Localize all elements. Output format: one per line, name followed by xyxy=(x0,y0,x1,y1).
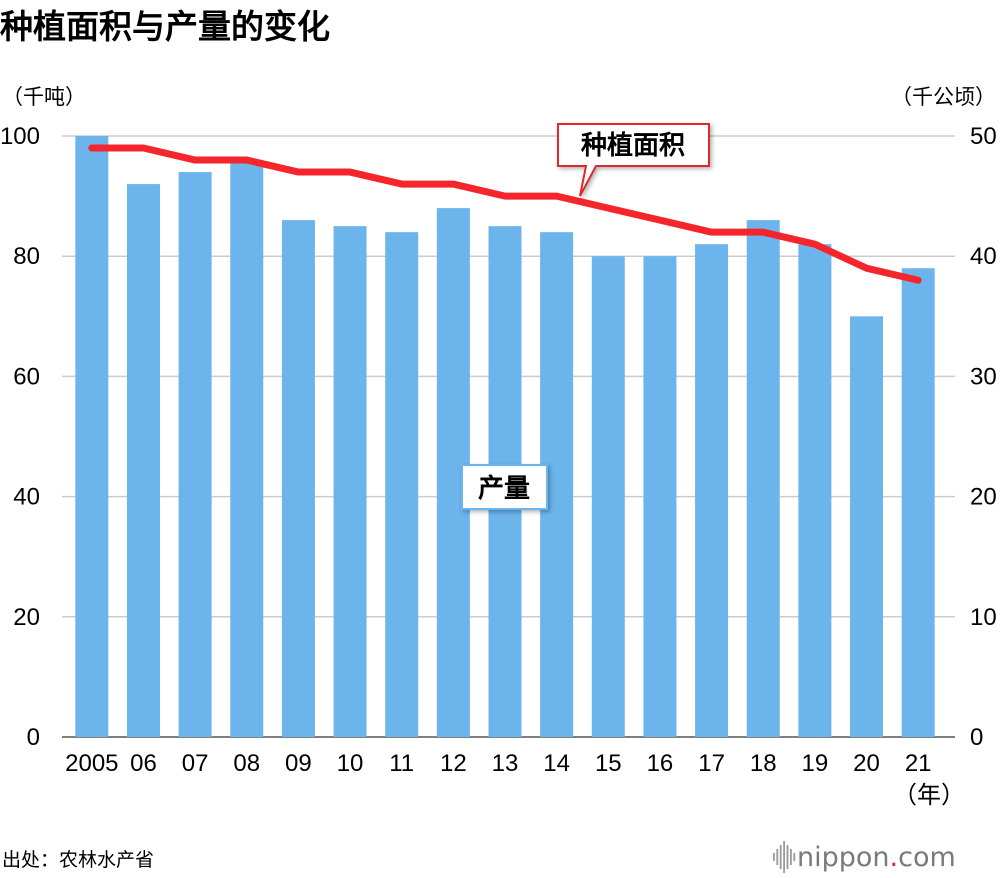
bar-2005 xyxy=(75,136,109,737)
bar-callout-box xyxy=(461,464,548,510)
line-area-planted xyxy=(88,144,922,284)
right-tick-label: 50 xyxy=(970,123,997,150)
logo-mark-stroke xyxy=(793,853,796,861)
left-tick-label: 40 xyxy=(13,484,40,511)
line-series-label: 种植面积 xyxy=(581,131,685,161)
logo-mark-stroke xyxy=(783,841,785,873)
bar-17 xyxy=(695,244,729,737)
bar-series-label: 产量 xyxy=(478,474,530,504)
bars xyxy=(75,136,935,738)
bar-18 xyxy=(746,220,780,737)
line-callout-box xyxy=(557,123,710,197)
bar-16 xyxy=(643,256,677,737)
left-tick-label: 80 xyxy=(13,243,40,270)
logo-mark-stroke xyxy=(779,845,782,869)
bar-11 xyxy=(385,232,419,737)
left-axis-ticks: 0 20 40 60 80 100 xyxy=(0,123,40,751)
x-tick-label: 19 xyxy=(802,750,829,777)
x-tick-label: 15 xyxy=(595,750,622,777)
right-axis-ticks: 0 10 20 30 40 50 xyxy=(970,123,997,751)
line-series xyxy=(88,144,922,284)
bar-21 xyxy=(901,268,935,737)
x-tick-label: 21 xyxy=(905,750,932,777)
x-axis-unit: （年） xyxy=(893,782,965,809)
bar-10 xyxy=(333,226,367,737)
left-tick-label: 60 xyxy=(13,363,40,390)
logo-mark-stroke xyxy=(776,849,779,865)
bar-15 xyxy=(591,256,625,737)
bar-09 xyxy=(281,220,315,737)
line-series-callout: 种植面积 xyxy=(557,123,710,197)
bar-07 xyxy=(178,172,212,737)
bar-series-callout: 产量 xyxy=(461,464,548,510)
bar-08 xyxy=(230,160,264,738)
x-tick-label: 09 xyxy=(285,750,312,777)
x-tick-label: 12 xyxy=(440,750,467,777)
logo-mark-stroke xyxy=(773,853,775,861)
left-tick-label: 20 xyxy=(13,604,40,631)
x-tick-label: 13 xyxy=(492,750,519,777)
right-tick-label: 0 xyxy=(970,724,983,751)
x-tick-label: 08 xyxy=(233,750,260,777)
x-tick-label: 06 xyxy=(130,750,157,777)
right-tick-label: 20 xyxy=(970,484,997,511)
logo-mark-stroke xyxy=(786,845,789,869)
right-tick-label: 30 xyxy=(970,363,997,390)
x-tick-label: 10 xyxy=(337,750,364,777)
x-tick-label: 14 xyxy=(543,750,570,777)
x-tick-label: 18 xyxy=(750,750,777,777)
left-tick-label: 100 xyxy=(0,123,40,150)
x-axis-ticks: 2005 06 07 08 09 10 11 12 13 14 15 16 17 18 19 20 21 xyxy=(65,750,931,777)
left-axis-unit: （千吨） xyxy=(2,85,86,109)
left-tick-label: 0 xyxy=(27,724,40,751)
logo-mark-icon xyxy=(773,841,796,873)
x-tick-label: 17 xyxy=(698,750,725,777)
source-note: 出处：农林水产省 xyxy=(2,849,154,871)
x-tick-label: 07 xyxy=(182,750,209,777)
brand-logo: nippon.com xyxy=(773,841,956,873)
right-tick-label: 40 xyxy=(970,243,997,270)
logo-mark-stroke xyxy=(790,849,792,865)
bar-20 xyxy=(850,316,884,737)
x-tick-label: 11 xyxy=(389,750,414,777)
bar-19 xyxy=(798,244,832,737)
chart-title: 种植面积与产量的变化 xyxy=(0,7,330,46)
x-tick-label: 20 xyxy=(853,750,880,777)
right-axis-unit: （千公顷） xyxy=(891,85,996,109)
brand-wordmark: nippon.com xyxy=(797,842,956,873)
right-tick-label: 10 xyxy=(970,604,997,631)
x-tick-label: 2005 xyxy=(65,750,118,777)
bar-06 xyxy=(126,184,160,737)
x-tick-label: 16 xyxy=(647,750,674,777)
